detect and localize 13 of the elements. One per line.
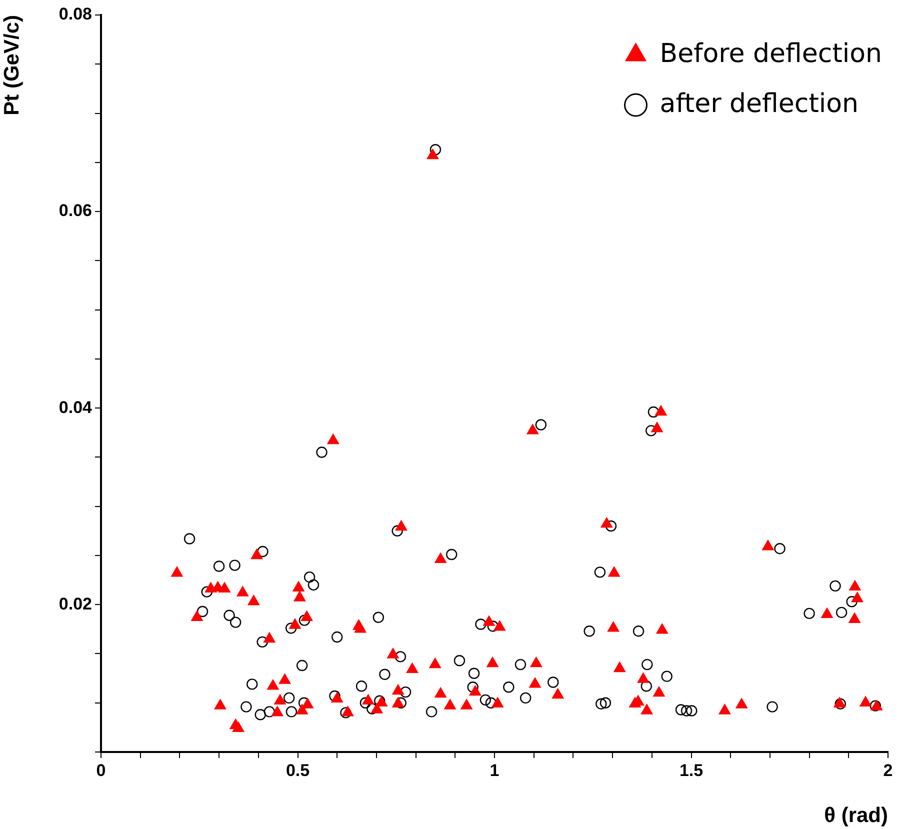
- y-tick-label: 0.06: [58, 201, 92, 220]
- x-axis-title: θ (rad): [824, 804, 888, 828]
- y-tick-label: 0.08: [58, 4, 92, 24]
- y-tick-label: 0.04: [58, 398, 93, 417]
- x-tick-label: 0: [96, 760, 106, 780]
- x-tick-label: 2: [883, 760, 893, 780]
- y-axis-title: Pt (GeV/c): [0, 15, 24, 116]
- x-tick-label: 0.5: [286, 760, 310, 780]
- legend-label: after deflection: [660, 88, 859, 119]
- legend-label: Before deflection: [660, 38, 882, 69]
- x-tick-label: 1.5: [679, 760, 704, 780]
- x-tick-label: 1: [490, 760, 500, 780]
- y-tick-label: 0.02: [58, 594, 92, 614]
